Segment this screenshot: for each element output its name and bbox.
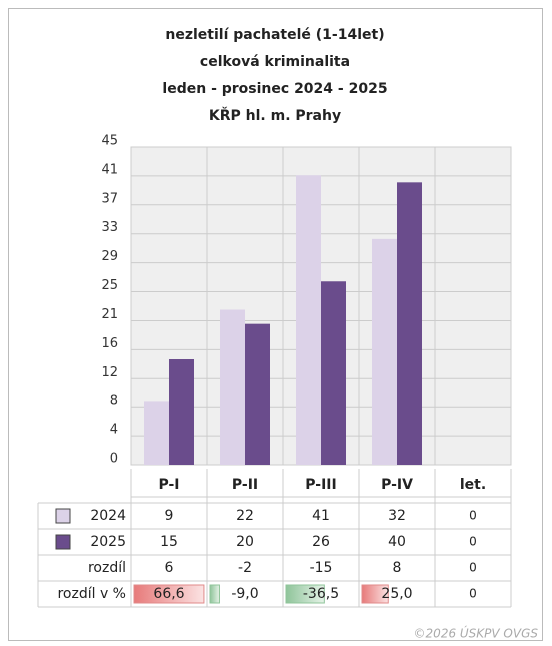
- bar: [321, 281, 346, 465]
- row-label: rozdíl: [88, 560, 126, 576]
- chart-title: KŘP hl. m. Prahy: [209, 107, 341, 124]
- y-tick-label: 33: [101, 220, 118, 235]
- percent-bar: [133, 584, 205, 604]
- table-value: 6: [165, 560, 174, 576]
- chart-title: celková kriminalita: [200, 54, 350, 70]
- y-tick-label: 8: [110, 394, 118, 409]
- table-value: 15: [160, 534, 178, 550]
- y-tick-label: 16: [101, 336, 118, 351]
- chart-title: leden - prosinec 2024 - 2025: [162, 81, 387, 97]
- table-value: 22: [236, 508, 254, 524]
- frame: [8, 8, 543, 641]
- table-value: 0: [469, 587, 477, 601]
- table-value: -36,5: [303, 586, 339, 602]
- y-tick-label: 29: [101, 249, 118, 264]
- legend-label: 2025: [90, 534, 126, 550]
- footer: ©2026 ÚSKPV OVGS: [414, 626, 539, 641]
- table-value: 9: [165, 508, 174, 524]
- table-value: 66,6: [153, 586, 184, 602]
- table-value: 40: [388, 534, 406, 550]
- x-tick-label: P-IV: [381, 477, 413, 493]
- table-value: 41: [312, 508, 330, 524]
- table-value: 0: [469, 535, 477, 549]
- y-tick-label: 37: [101, 191, 118, 206]
- table-value: 32: [388, 508, 406, 524]
- table-value: -15: [310, 560, 333, 576]
- table-value: 25,0: [381, 586, 412, 602]
- y-tick-label: 41: [101, 162, 118, 177]
- table-value: -9,0: [231, 586, 258, 602]
- y-tick-label: 12: [101, 365, 118, 380]
- bar: [220, 309, 245, 465]
- y-tick-label: 45: [101, 134, 118, 149]
- bar: [296, 175, 321, 465]
- y-tick-label: 0: [110, 452, 118, 467]
- x-tick-label: P-II: [232, 477, 258, 493]
- row-label: rozdíl v %: [57, 586, 126, 602]
- x-tick-label: P-III: [305, 477, 336, 493]
- y-tick-label: 4: [110, 423, 118, 438]
- table-value: 20: [236, 534, 254, 550]
- percent-bar: [285, 584, 325, 604]
- x-tick-label: P-I: [158, 477, 179, 493]
- legend-swatch: [55, 508, 71, 524]
- legend-label: 2024: [90, 508, 126, 524]
- bar: [169, 359, 194, 465]
- percent-bar: [361, 584, 389, 604]
- table-value: -2: [238, 560, 252, 576]
- bar: [397, 182, 422, 466]
- table-value: 0: [469, 561, 477, 575]
- legend-swatch: [55, 534, 71, 550]
- y-tick-label: 25: [101, 278, 118, 293]
- x-tick-label: let.: [460, 477, 486, 493]
- table-value: 8: [393, 560, 402, 576]
- bar: [144, 401, 169, 465]
- bar: [372, 238, 397, 465]
- y-tick-label: 21: [101, 307, 118, 322]
- chart-title: nezletilí pachatelé (1-14let): [165, 27, 384, 43]
- bar: [245, 323, 270, 465]
- table-value: 26: [312, 534, 330, 550]
- percent-bar: [209, 584, 220, 604]
- table-value: 0: [469, 509, 477, 523]
